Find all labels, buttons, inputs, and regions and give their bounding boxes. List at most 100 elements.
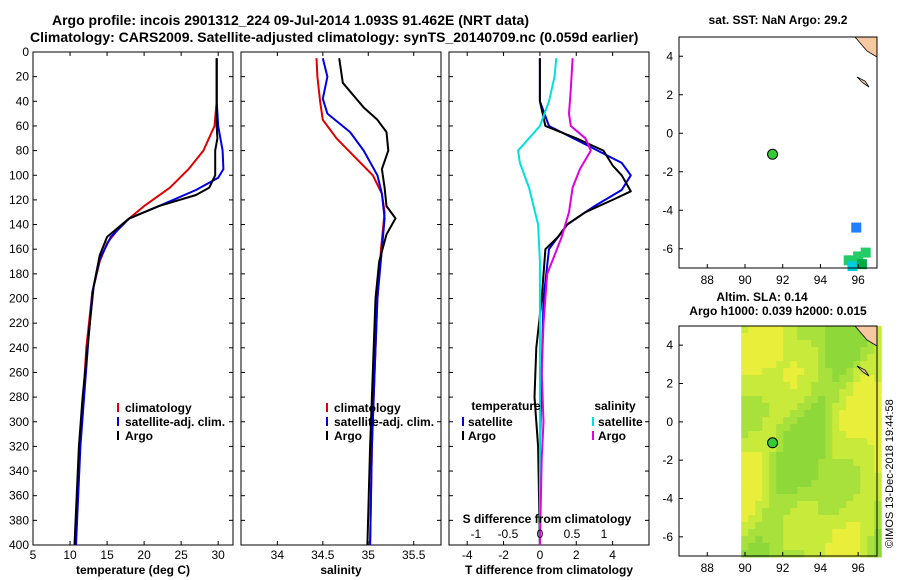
depth-tick-label: 100 — [9, 168, 29, 182]
sla-map-cell — [755, 354, 763, 362]
sla-map-cell — [748, 382, 756, 390]
sla-map-cell — [755, 361, 763, 369]
sla-map-cell — [755, 375, 763, 383]
sla-map-cell — [783, 424, 791, 432]
sla-map-cell — [867, 368, 875, 376]
sla-map-cell — [783, 368, 791, 376]
sla-map-cell — [832, 473, 840, 481]
sla-map-cell — [776, 375, 784, 383]
sla-map-cell — [853, 382, 861, 390]
depth-tick-label: 60 — [16, 119, 30, 133]
sla-map-cell — [874, 536, 882, 544]
sla-map-cell — [762, 375, 770, 383]
sla-map-cell — [832, 417, 840, 425]
sla-map-cell — [846, 501, 854, 509]
sla-map-cell — [748, 431, 756, 439]
sla-map-cell — [818, 410, 826, 418]
sla-map-cell — [797, 326, 805, 334]
difference-legend-label-t: Argo — [468, 429, 496, 443]
sla-map-cell — [853, 410, 861, 418]
sla-map-cell — [741, 326, 749, 334]
sst-map-ytick-label: -4 — [662, 203, 673, 217]
sla-map-cell — [776, 326, 784, 334]
sla-map-cell — [776, 396, 784, 404]
sla-map-cell — [818, 431, 826, 439]
depth-tick-label: 0 — [22, 45, 29, 59]
sla-map-cell — [818, 368, 826, 376]
sla-map-cell — [762, 410, 770, 418]
depth-tick-label: 380 — [9, 513, 29, 527]
sla-map-cell — [832, 550, 840, 558]
sla-map-cell — [769, 515, 777, 523]
sla-map-cell — [769, 543, 777, 551]
sla-map-cell — [748, 508, 756, 516]
sla-map-cell — [811, 501, 819, 509]
sla-map-cell — [783, 473, 791, 481]
sla-map-cell — [839, 529, 847, 537]
sla-map-cell — [741, 543, 749, 551]
sla-map-cell — [832, 529, 840, 537]
sla-map-cell — [790, 480, 798, 488]
sla-map-cell — [776, 508, 784, 516]
sla-map-cell — [839, 326, 847, 334]
sla-map-cell — [874, 424, 882, 432]
sla-map-cell — [804, 403, 812, 411]
sla-map-cell — [811, 452, 819, 460]
sla-map-cell — [741, 487, 749, 495]
sla-map-cell — [811, 354, 819, 362]
sla-map-cell — [769, 494, 777, 502]
sla-map-cell — [860, 340, 868, 348]
sla-map-cell — [776, 459, 784, 467]
sla-map-cell — [818, 494, 826, 502]
sla-map-cell — [811, 487, 819, 495]
sla-map-cell — [797, 361, 805, 369]
sla-map-cell — [804, 515, 812, 523]
sla-map-cell — [867, 445, 875, 453]
sla-map-cell — [874, 543, 882, 551]
sla-map-cell — [762, 403, 770, 411]
sla-map-cell — [748, 368, 756, 376]
sla-map-title-1: Altim. SLA: 0.14 — [716, 290, 808, 304]
sla-map-cell — [839, 536, 847, 544]
imos-timestamp: ©IMOS 13-Dec-2018 19:44:58 — [884, 399, 896, 548]
sla-map-cell — [741, 396, 749, 404]
sla-map-cell — [867, 522, 875, 530]
sla-map-cell — [755, 466, 763, 474]
sla-map-cell — [825, 424, 833, 432]
sla-map-cell — [853, 445, 861, 453]
sst-map-sst-cell — [847, 261, 858, 272]
sla-map-cell — [762, 543, 770, 551]
sla-map-cell — [867, 354, 875, 362]
sla-map-cell — [867, 438, 875, 446]
sla-map-cell — [804, 347, 812, 355]
sla-map-cell — [762, 522, 770, 530]
sla-map-cell — [804, 529, 812, 537]
sla-map-cell — [748, 424, 756, 432]
salinity-xlabel: salinity — [320, 563, 362, 577]
sla-map-cell — [846, 494, 854, 502]
sla-map-cell — [818, 536, 826, 544]
sla-map-cell — [811, 424, 819, 432]
sla-map-cell — [783, 389, 791, 397]
sla-map-cell — [860, 480, 868, 488]
sla-map-cell — [853, 522, 861, 530]
sla-map-cell — [741, 522, 749, 530]
sla-map-cell — [797, 480, 805, 488]
salinity-legend-label: Argo — [334, 429, 362, 443]
sla-map-cell — [783, 459, 791, 467]
sla-map-cell — [818, 466, 826, 474]
sla-map-cell — [867, 494, 875, 502]
sla-map-cell — [874, 354, 882, 362]
sla-map-cell — [860, 431, 868, 439]
sla-map-cell — [790, 515, 798, 523]
sla-map-cell — [776, 438, 784, 446]
sla-map-cell — [860, 501, 868, 509]
sla-map-cell — [832, 480, 840, 488]
sla-map-cell — [860, 543, 868, 551]
sla-map-cell — [769, 487, 777, 495]
sla-map-cell — [783, 410, 791, 418]
sla-map-cell — [797, 459, 805, 467]
sla-map-cell — [790, 445, 798, 453]
sla-map-cell — [769, 326, 777, 334]
